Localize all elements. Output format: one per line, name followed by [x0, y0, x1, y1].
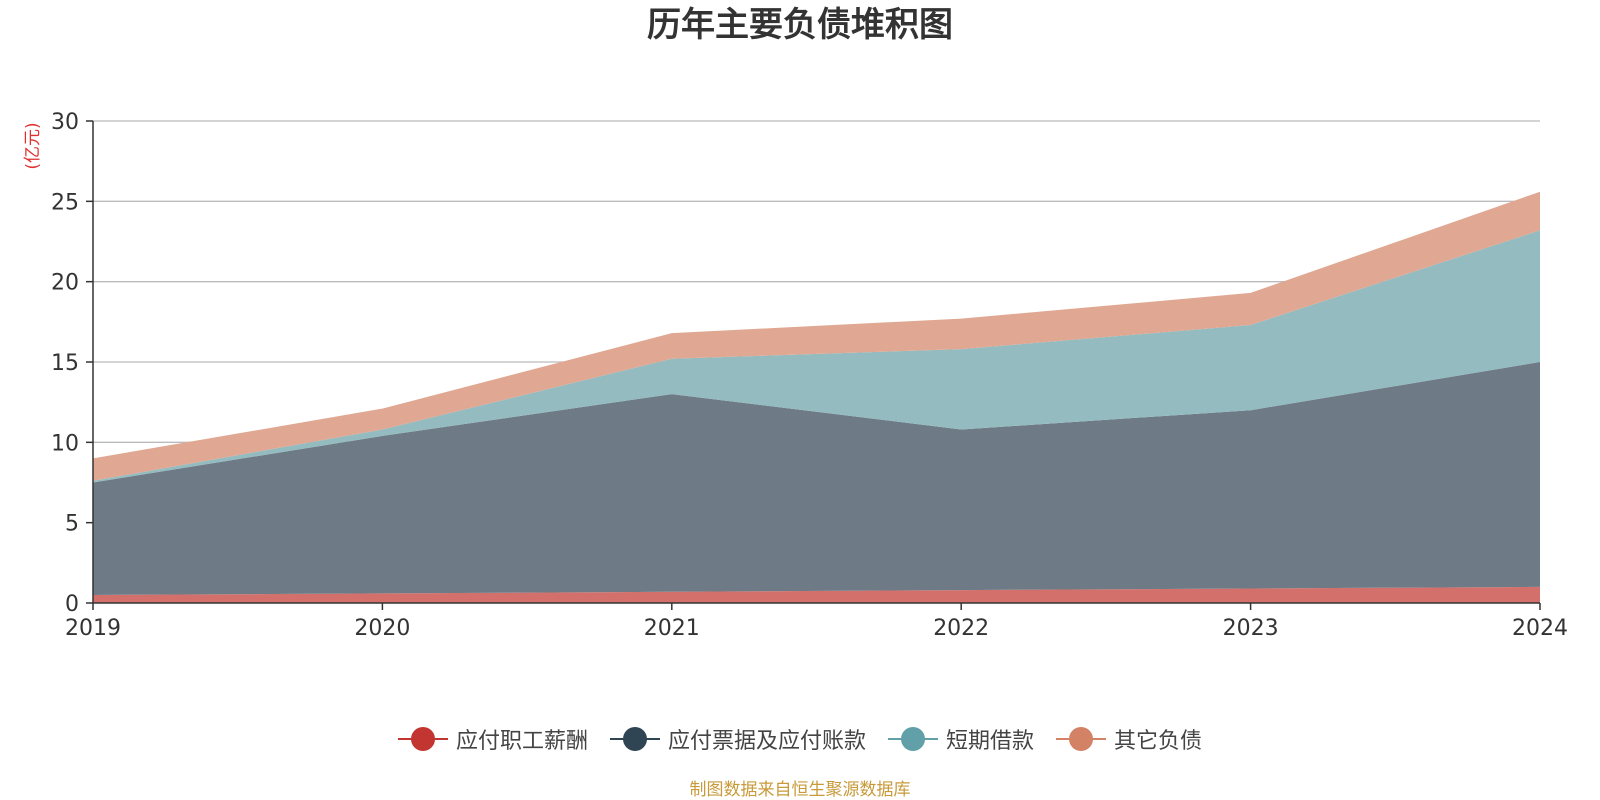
y-tick-label: 0 [65, 592, 79, 617]
y-tick-label: 15 [51, 351, 79, 376]
area-series-1 [93, 586, 1540, 603]
y-axis-unit-label: (亿元) [23, 122, 43, 169]
area-series-2 [93, 362, 1540, 595]
legend-item-3[interactable]: 短期借款 [888, 723, 1034, 755]
x-tick-label: 2024 [1512, 616, 1568, 641]
legend-label: 应付职工薪酬 [455, 729, 588, 754]
y-tick-label: 30 [51, 110, 79, 135]
y-tick-label: 20 [51, 271, 79, 296]
y-tick-label: 25 [51, 190, 79, 215]
axes: 0 5 10 15 20 25 30 2019 2020 2021 2022 2023 2024 [51, 110, 1568, 641]
chart-title: 历年主要负债堆积图 [647, 5, 953, 45]
legend-item-2[interactable]: 应付票据及应付账款 [609, 723, 866, 755]
area-series-4 [93, 191, 1540, 481]
legend-marker-icon [397, 727, 448, 751]
legend-item-1[interactable]: 应付职工薪酬 [397, 723, 588, 755]
legend: 应付职工薪酬 应付票据及应付账款 短期借款 其它负债 [0, 722, 1600, 756]
x-tick-label: 2023 [1223, 616, 1279, 641]
legend-marker-icon [888, 727, 938, 751]
legend-label: 应付票据及应付账款 [667, 729, 866, 754]
legend-marker-icon [1056, 727, 1107, 751]
x-tick-label: 2022 [933, 616, 989, 641]
x-tick-label: 2019 [65, 616, 121, 641]
y-tick-label: 10 [51, 431, 79, 456]
x-tick-label: 2020 [354, 616, 410, 641]
source-note: 制图数据来自恒生聚源数据库 [689, 780, 911, 800]
y-tick-label: 5 [65, 512, 79, 537]
legend-item-4[interactable]: 其它负债 [1056, 723, 1202, 755]
legend-marker-icon [609, 727, 660, 751]
area-series-layer [93, 191, 1540, 603]
legend-label: 短期借款 [946, 729, 1035, 754]
legend-label: 其它负债 [1114, 729, 1203, 754]
area-series-3 [93, 230, 1540, 483]
x-tick-label: 2021 [644, 616, 700, 641]
